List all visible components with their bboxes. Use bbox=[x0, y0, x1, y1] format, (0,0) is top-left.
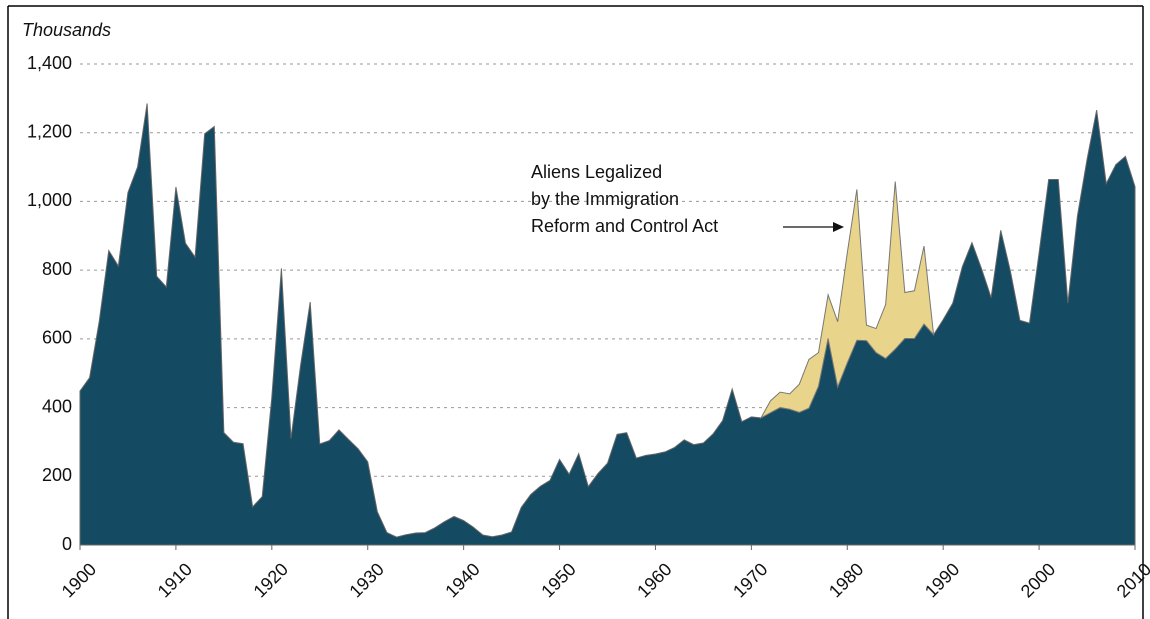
y-tick-label: 1,000 bbox=[27, 190, 72, 210]
x-tick-label: 1980 bbox=[825, 559, 867, 601]
stacked-area bbox=[759, 181, 935, 420]
x-tick-label: 1990 bbox=[921, 559, 963, 601]
annotation: Aliens Legalized bbox=[531, 162, 662, 182]
x-tick-label: 1910 bbox=[154, 559, 196, 601]
annotation: Reform and Control Act bbox=[531, 216, 718, 236]
x-tick-label: 1960 bbox=[633, 559, 675, 601]
annotation: by the Immigration bbox=[531, 189, 679, 209]
x-tick-label: 2010 bbox=[1113, 559, 1150, 601]
area bbox=[79, 103, 1136, 546]
y-axis-label: Thousands bbox=[22, 20, 111, 40]
y-tick-label: 200 bbox=[42, 465, 72, 485]
y-tick-label: 0 bbox=[62, 534, 72, 554]
x-tick-label: 1950 bbox=[537, 559, 579, 601]
x-tick-label: 1940 bbox=[441, 559, 483, 601]
y-tick-label: 1,400 bbox=[27, 53, 72, 73]
y-tick-label: 1,200 bbox=[27, 121, 72, 141]
y-tick-label: 600 bbox=[42, 328, 72, 348]
x-tick-label: 1930 bbox=[345, 559, 387, 601]
x-tick-label: 2000 bbox=[1017, 559, 1059, 601]
x-tick-label: 1970 bbox=[729, 559, 771, 601]
x-tick-label: 1920 bbox=[250, 559, 292, 601]
x-tick-label: 1900 bbox=[58, 559, 100, 601]
y-tick-label: 400 bbox=[42, 396, 72, 416]
annotation-arrowhead bbox=[833, 222, 844, 232]
y-tick-label: 800 bbox=[42, 259, 72, 279]
